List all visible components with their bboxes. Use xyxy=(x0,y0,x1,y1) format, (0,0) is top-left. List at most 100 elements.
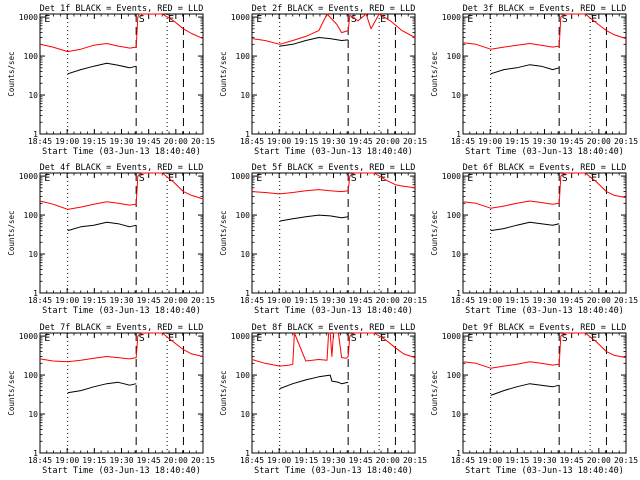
flag-label: S xyxy=(351,14,357,25)
lld-series-line xyxy=(462,172,627,209)
x-tick-label: 19:30 xyxy=(532,456,556,465)
x-tick-label: 20:00 xyxy=(164,456,188,465)
x-tick-label: 20:00 xyxy=(164,296,188,305)
x-tick-label: 20:00 xyxy=(587,296,611,305)
y-tick-label: 10 xyxy=(28,410,38,419)
x-tick-label: 20:15 xyxy=(614,456,638,465)
lld-series-line xyxy=(251,13,416,45)
y-tick-label: 1 xyxy=(245,449,250,458)
y-axis-title: Counts/sec xyxy=(219,210,228,255)
flag-label: S xyxy=(139,173,145,184)
x-tick-label: 20:15 xyxy=(191,137,215,146)
x-tick-label: 19:45 xyxy=(137,296,161,305)
y-tick-label: 1 xyxy=(33,289,38,298)
x-tick-label: 18:45 xyxy=(451,137,475,146)
x-tick-label: 19:15 xyxy=(82,137,106,146)
lld-series-line xyxy=(39,332,204,363)
x-tick-label: 19:30 xyxy=(532,296,556,305)
detector-panel-5: Det 5f BLACK = Events, RED = LLD 1 10 100 10… xyxy=(219,163,427,316)
x-tick-label: 19:15 xyxy=(294,296,318,305)
x-tick-label: 19:30 xyxy=(321,296,345,305)
flag-label: E xyxy=(256,333,262,344)
y-tick-label: 100 xyxy=(24,52,39,61)
flag-label: E xyxy=(256,14,262,25)
y-tick-label: 100 xyxy=(447,211,462,220)
y-tick-label: 100 xyxy=(236,211,251,220)
x-tick-label: 18:45 xyxy=(28,296,52,305)
detector-panel-3: Det 3f BLACK = Events, RED = LLD 1 10 100 10… xyxy=(430,4,638,157)
x-axis-title: Start Time (03-Jun-13 18:40:40) xyxy=(465,147,624,157)
flag-label: E xyxy=(467,14,473,25)
detector-panel-1: Det 1f BLACK = Events, RED = LLD 1 10 100 10… xyxy=(7,4,215,157)
x-tick-label: 19:30 xyxy=(109,296,133,305)
y-tick-label: 1 xyxy=(33,130,38,139)
y-axis-title: Counts/sec xyxy=(430,370,439,415)
detector-panel-8: Det 8f BLACK = Events, RED = LLD 1 10 100 10… xyxy=(219,323,427,476)
y-tick-label: 1000 xyxy=(19,332,38,341)
flag-label: S xyxy=(351,173,357,184)
flag-label: S xyxy=(139,333,145,344)
x-tick-label: 19:15 xyxy=(505,296,529,305)
y-axis-title: Counts/sec xyxy=(219,370,228,415)
x-tick-label: 19:45 xyxy=(560,456,584,465)
x-tick-label: 19:00 xyxy=(478,137,502,146)
events-series-line xyxy=(279,214,349,222)
x-tick-label: 20:15 xyxy=(191,296,215,305)
flag-label: E xyxy=(467,173,473,184)
x-tick-label: 19:15 xyxy=(505,137,529,146)
panel-title: Det 1f BLACK = Events, RED = LLD xyxy=(40,4,204,14)
x-tick-label: 18:45 xyxy=(28,137,52,146)
y-axis-title: Counts/sec xyxy=(219,51,228,96)
y-tick-label: 10 xyxy=(240,91,250,100)
y-tick-label: 100 xyxy=(447,52,462,61)
x-tick-label: 20:00 xyxy=(587,137,611,146)
y-tick-label: 10 xyxy=(451,410,461,419)
panel-title: Det 4f BLACK = Events, RED = LLD xyxy=(40,163,204,173)
x-axis-title: Start Time (03-Jun-13 18:40:40) xyxy=(465,466,624,476)
panel-title: Det 2f BLACK = Events, RED = LLD xyxy=(252,4,416,14)
flag-label: E xyxy=(256,173,262,184)
plot-frame xyxy=(251,13,416,135)
x-tick-label: 19:30 xyxy=(109,137,133,146)
panel-title: Det 9f BLACK = Events, RED = LLD xyxy=(463,323,627,333)
y-axis-title: Counts/sec xyxy=(7,51,16,96)
lld-series-line xyxy=(251,332,416,367)
y-tick-label: 1000 xyxy=(231,172,250,181)
detector-panel-2: Det 2f BLACK = Events, RED = LLD 1 10 100 10… xyxy=(219,4,427,157)
x-tick-label: 18:45 xyxy=(240,296,264,305)
plot-frame xyxy=(39,13,204,135)
y-tick-label: 10 xyxy=(240,410,250,419)
x-axis-title: Start Time (03-Jun-13 18:40:40) xyxy=(42,147,201,157)
x-tick-label: 19:30 xyxy=(321,456,345,465)
x-tick-label: 20:00 xyxy=(376,137,400,146)
y-tick-label: 1 xyxy=(33,449,38,458)
y-axis-title: Counts/sec xyxy=(7,210,16,255)
y-tick-label: 10 xyxy=(240,250,250,259)
x-axis-title: Start Time (03-Jun-13 18:40:40) xyxy=(254,147,413,157)
flag-label: S xyxy=(139,14,145,25)
events-series-line xyxy=(490,221,560,232)
x-tick-label: 19:00 xyxy=(55,456,79,465)
flag-label: E xyxy=(44,333,50,344)
y-tick-label: 10 xyxy=(451,91,461,100)
flag-label: S xyxy=(562,333,568,344)
y-tick-label: 1000 xyxy=(442,172,461,181)
x-tick-label: 19:30 xyxy=(109,456,133,465)
x-axis-title: Start Time (03-Jun-13 18:40:40) xyxy=(254,306,413,316)
flag-label: E xyxy=(591,14,597,25)
detector-panel-6: Det 6f BLACK = Events, RED = LLD 1 10 100 10… xyxy=(430,163,638,316)
x-tick-label: 20:15 xyxy=(403,296,427,305)
flag-label: E xyxy=(168,173,174,184)
x-tick-label: 19:00 xyxy=(267,296,291,305)
x-tick-label: 19:45 xyxy=(137,456,161,465)
x-tick-label: 19:00 xyxy=(267,137,291,146)
x-tick-label: 18:45 xyxy=(28,456,52,465)
flag-label: S xyxy=(351,333,357,344)
y-tick-label: 100 xyxy=(236,371,251,380)
x-tick-label: 19:30 xyxy=(321,137,345,146)
flag-label: E xyxy=(44,14,50,25)
y-axis-title: Counts/sec xyxy=(430,51,439,96)
y-tick-label: 1000 xyxy=(442,332,461,341)
flag-label: S xyxy=(562,14,568,25)
detector-panel-4: Det 4f BLACK = Events, RED = LLD 1 10 100 10… xyxy=(7,163,215,316)
